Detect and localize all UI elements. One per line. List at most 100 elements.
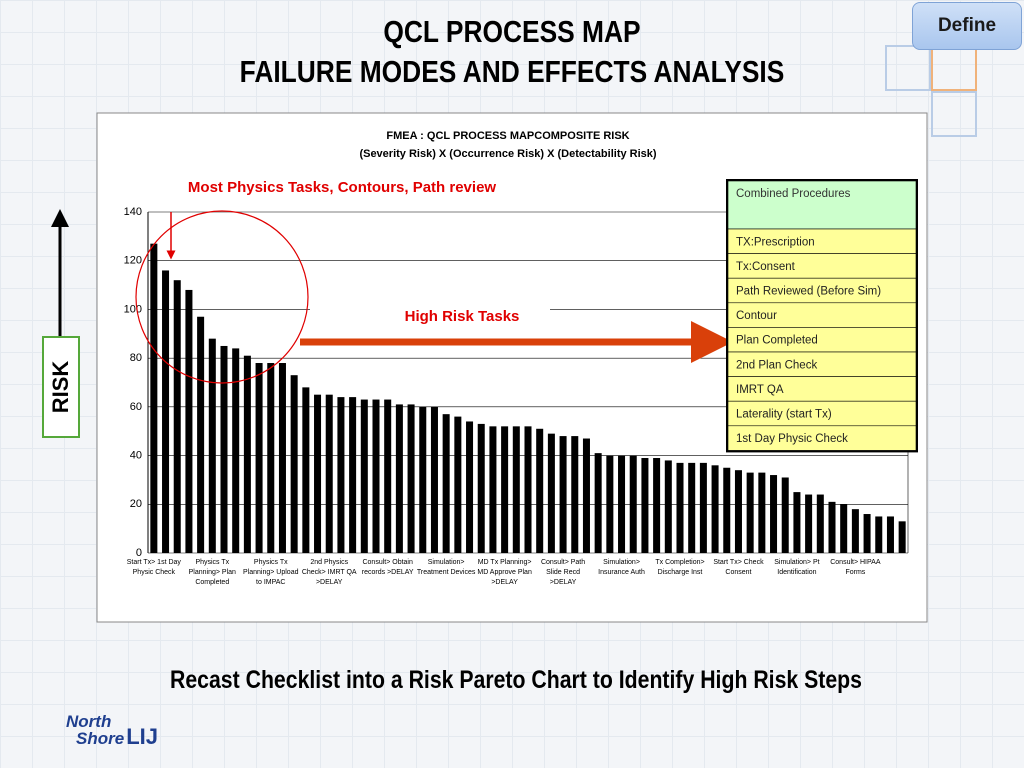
bar (466, 421, 474, 553)
decor (885, 45, 931, 91)
table-row (727, 376, 917, 402)
table-header (727, 180, 917, 230)
logo-text: LIJ (126, 724, 158, 749)
bar (547, 433, 555, 553)
bar (641, 458, 649, 553)
bar (828, 501, 836, 553)
bar (162, 270, 170, 553)
bar (524, 426, 532, 553)
table-row (727, 253, 917, 279)
table-cell: Laterality (start Tx) (736, 409, 832, 421)
x-tick-label: Start Tx> Check Consent (713, 559, 764, 576)
bar (688, 462, 696, 553)
bar (395, 404, 403, 553)
highlight-circle (135, 210, 309, 384)
bar (770, 475, 778, 553)
bar (407, 404, 415, 553)
y-tick-label: 20 (130, 498, 142, 510)
plot: 0 20 40 60 80 100 120 140 (124, 206, 909, 559)
bar (150, 243, 158, 553)
bar (734, 470, 742, 553)
y-tick-label: 140 (124, 206, 142, 218)
y-tick-label: 100 (124, 303, 142, 315)
bar (255, 363, 263, 553)
bar (220, 345, 228, 553)
bar (267, 363, 275, 553)
chart-subtitle: (Severity Risk) X (Occurrence Risk) X (D… (359, 148, 656, 160)
table-cell: 1st Day Physic Check (736, 433, 848, 445)
title: QCL PROCESS MAP (383, 14, 641, 49)
bar (325, 394, 333, 553)
bar (384, 399, 392, 553)
table-row (727, 425, 917, 451)
bar (676, 462, 684, 553)
bar (302, 387, 310, 553)
bar (173, 280, 181, 553)
bar (232, 348, 240, 553)
bar (197, 316, 205, 553)
bar (793, 492, 801, 553)
bar (781, 477, 789, 553)
table-row (727, 302, 917, 328)
bar (886, 516, 894, 553)
bar (512, 426, 520, 553)
y-tick-label: 40 (130, 449, 142, 461)
bar (746, 472, 754, 553)
bar (840, 504, 848, 553)
annotation: Most Physics Tasks, Contours, Path revie… (188, 179, 496, 196)
bar (594, 453, 602, 553)
x-tick-label: Start Tx> 1st Day Physic Check (126, 559, 181, 576)
x-tick-label: Simulation> Treatment Devices (416, 559, 476, 576)
table-row (727, 228, 917, 254)
table-row (727, 351, 917, 377)
table-cell: 2nd Plan Check (736, 359, 817, 371)
label-bg (310, 306, 550, 328)
table-cell: Plan Completed (736, 335, 818, 347)
risk-table: Combined Procedures TX:Prescription Tx:Con… (726, 179, 918, 453)
bar (805, 494, 813, 553)
x-tick-label: MD Tx Planning> MD Approve Plan >DELAY (477, 559, 532, 586)
bar (851, 509, 859, 553)
bar (571, 436, 579, 553)
bar (898, 521, 906, 553)
logo-text: ShoreLIJ (66, 726, 158, 748)
table-cell: Contour (736, 310, 777, 322)
bar (477, 423, 485, 553)
define-button[interactable]: Define (912, 2, 1022, 50)
x-tick-label: Consult> HIPAA Forms (830, 559, 881, 576)
x-tick-label: Tx Completion> Discharge Inst (655, 559, 705, 576)
bar (875, 516, 883, 553)
annotation: High Risk Tasks (405, 308, 520, 325)
bar (606, 455, 614, 553)
bar (664, 460, 672, 553)
bar (430, 406, 438, 553)
x-tick-label: Consult> Path Slide Recd >DELAY (540, 559, 586, 586)
bar (349, 397, 357, 553)
bar (185, 289, 193, 553)
bar (372, 399, 380, 553)
y-tick-label: 80 (130, 352, 142, 364)
x-tick-label: Physics Tx Planning> Upload to IMPAC (243, 559, 299, 586)
bar (629, 455, 637, 553)
table-cell: TX:Prescription (736, 236, 815, 248)
caption: Recast Checklist into a Risk Pareto Char… (170, 666, 862, 694)
x-tick-label: Consult> Obtain records >DELAY (361, 559, 414, 576)
x-tick-label: 2nd Physics Check> IMRT QA >DELAY (301, 559, 357, 586)
x-tick-label: Simulation> Pt Identification (774, 559, 820, 576)
logo-text: Shore (76, 729, 125, 748)
bar (501, 426, 509, 553)
bar (489, 426, 497, 553)
bar (653, 458, 661, 553)
bar (208, 338, 216, 553)
bar (863, 514, 871, 553)
risk-label: RISK (48, 360, 73, 414)
bar (360, 399, 368, 553)
bar (699, 462, 707, 553)
bar (442, 414, 450, 553)
bar (816, 494, 824, 553)
chart-title: FMEA : QCL PROCESS MAPCOMPOSITE RISK (386, 130, 629, 142)
bar (314, 394, 322, 553)
y-tick-label: 120 (124, 255, 142, 267)
table-cell: IMRT QA (736, 384, 784, 396)
